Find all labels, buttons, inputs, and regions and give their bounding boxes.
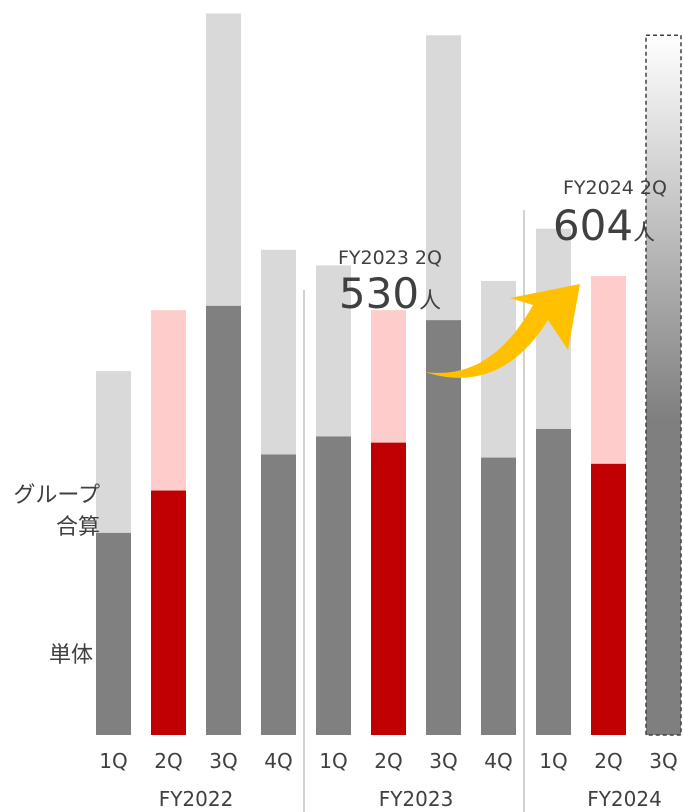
- x-tick-label: 3Q: [649, 749, 677, 773]
- bars-layer: [96, 13, 682, 736]
- growth-arrow-layer: [425, 284, 580, 378]
- x-tick-label: 1Q: [99, 749, 127, 773]
- x-tick-label: 4Q: [484, 749, 512, 773]
- labels-layer: 1Q 2Q 3Q 4Q FY2022 1Q 2Q 3Q 4Q FY2023 1Q 2Q 3Q FY2024…: [13, 177, 677, 811]
- bar-segment-single: [316, 436, 351, 735]
- callout-value: 604人: [553, 201, 655, 250]
- series-label-group-line1: グループ: [13, 483, 100, 508]
- bar-segment-single: [481, 457, 516, 735]
- growth-arrow: [425, 284, 580, 378]
- x-tick-label: 2Q: [594, 749, 622, 773]
- x-tick-label: 1Q: [319, 749, 347, 773]
- bar-segment-group: [371, 310, 406, 443]
- bar-segment-single: [151, 490, 186, 735]
- bar-segment-group: [316, 265, 351, 437]
- group-label: FY2023: [379, 787, 454, 811]
- x-tick-label: 1Q: [539, 749, 567, 773]
- bar-segment-single: [591, 463, 626, 735]
- series-label-group-line2: 合算: [56, 515, 100, 540]
- bar-segment-single: [206, 305, 241, 735]
- x-tick-label: 4Q: [264, 749, 292, 773]
- bar-forecast: [645, 34, 682, 736]
- bar-segment-group: [591, 275, 626, 464]
- bar-segment-group: [426, 35, 461, 321]
- x-tick-label: 2Q: [374, 749, 402, 773]
- x-tick-label: 3Q: [209, 749, 237, 773]
- bar-segment-group: [206, 13, 241, 306]
- bar-segment-single: [261, 454, 296, 735]
- bar-segment-group: [96, 371, 131, 533]
- bar-segment-group: [151, 310, 186, 491]
- bar-segment-single: [96, 532, 131, 735]
- bar-segment-single: [426, 320, 461, 735]
- callout-period: FY2024 2Q: [563, 177, 667, 199]
- bar-segment-single: [371, 442, 406, 735]
- group-label: FY2024: [587, 787, 662, 811]
- bar-segment-single: [536, 428, 571, 735]
- group-separators: [303, 210, 525, 812]
- callout-value: 530人: [339, 269, 441, 318]
- group-label: FY2022: [159, 787, 234, 811]
- x-tick-label: 2Q: [154, 749, 182, 773]
- bar-segment-group: [261, 249, 296, 455]
- x-tick-label: 3Q: [429, 749, 457, 773]
- callout-period: FY2023 2Q: [338, 247, 442, 269]
- series-label-single: 単体: [49, 643, 93, 668]
